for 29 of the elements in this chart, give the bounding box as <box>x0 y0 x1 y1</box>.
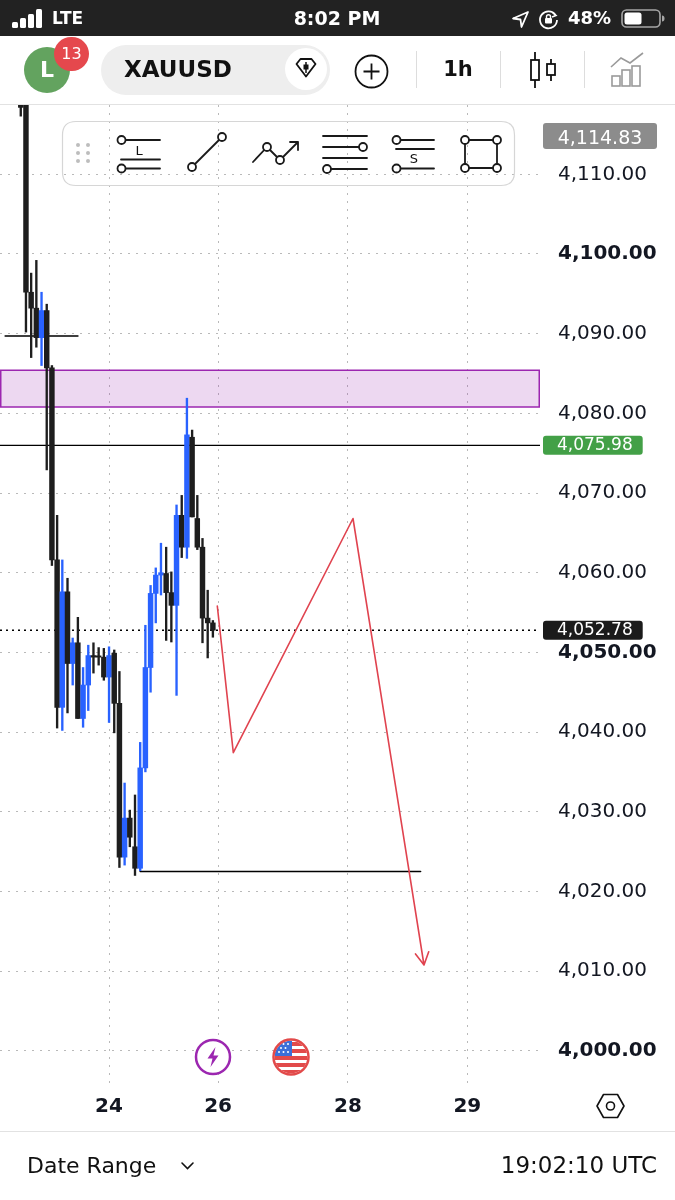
y-tick-label: 4,090.00 <box>558 319 648 344</box>
text: 48% <box>568 7 612 29</box>
ref-line-label: 4,075.98 <box>557 434 633 455</box>
ref-line-label: 4,052.78 <box>557 619 633 640</box>
y-tick-label: 4,010.00 <box>558 957 648 982</box>
y-tick-label: 4,030.00 <box>558 797 648 822</box>
annotation: L <box>135 142 143 159</box>
text: 8:02 PM <box>293 6 381 30</box>
y-tick-label: 4,000.00 <box>558 1036 657 1061</box>
y-tick-label: 4,070.00 <box>558 479 648 504</box>
y-tick-label: 4,100.00 <box>558 240 657 265</box>
x-tick-label: 28 <box>333 1093 362 1118</box>
annotation: S <box>409 151 419 167</box>
x-tick-label: 24 <box>95 1093 123 1118</box>
x-tick-label: 29 <box>453 1093 482 1118</box>
text: 19:02:10 UTC <box>500 1152 657 1180</box>
y-tick-label: 4,020.00 <box>558 877 648 902</box>
y-tick-label: 4,040.00 <box>558 718 648 743</box>
y-tick-label: 4,110.00 <box>558 160 648 185</box>
badge-circle: 13 <box>54 37 89 71</box>
x-tick-label: 26 <box>204 1093 232 1118</box>
y-tick-label: 4,060.00 <box>558 558 648 583</box>
y-tick-label: 4,050.00 <box>558 638 657 663</box>
chart-subtitle: 1h <box>443 57 473 83</box>
text: LTE <box>52 7 84 29</box>
price-tag: 4,114.83 <box>543 123 657 149</box>
chart-title: XAUUSD <box>124 56 232 84</box>
y-tick-label: 4,080.00 <box>558 399 648 424</box>
text: Date Range <box>27 1152 157 1180</box>
